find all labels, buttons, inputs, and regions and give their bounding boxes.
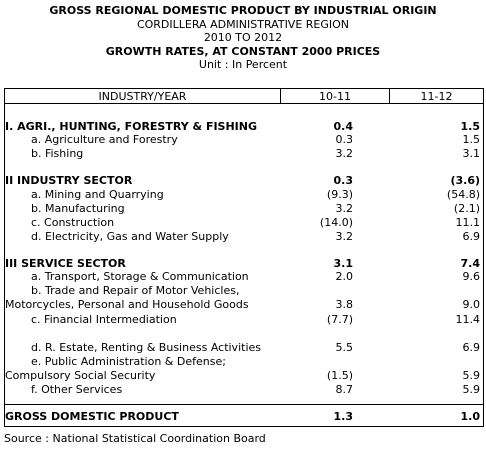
header-10-11: 10-11 — [319, 90, 351, 103]
value-11-12: (54.8) — [446, 188, 480, 201]
growth-rates-table: INDUSTRY/YEAR 10-11 11-12 I. AGRI., HUNT… — [4, 88, 484, 427]
unit-label: Unit : In Percent — [198, 58, 288, 71]
report-subtitle: GROWTH RATES, AT CONSTANT 2000 PRICES — [105, 44, 381, 58]
table-row: a. Agriculture and Forestry 0.3 1.5 — [5, 133, 483, 147]
table-row: c. Financial Intermediation (7.7) 11.4 — [5, 313, 483, 327]
table-row: b. Fishing 3.2 3.1 — [5, 147, 483, 161]
year-range: 2010 TO 2012 — [203, 31, 283, 44]
value-11-12: (2.1) — [453, 202, 480, 215]
table-row: d. Electricity, Gas and Water Supply 3.2… — [5, 230, 483, 244]
value-10-11: (14.0) — [319, 216, 353, 229]
table-row: II INDUSTRY SECTOR 0.3 (3.6) — [5, 174, 483, 188]
value-11-12: 11.1 — [455, 216, 481, 229]
value-10-11: 3.1 — [333, 257, 354, 270]
value-11-12: 1.0 — [460, 410, 481, 423]
value-11-12: 6.9 — [462, 230, 481, 243]
table-row: b. Trade and Repair of Motor Vehicles, — [5, 284, 483, 298]
value-11-12: 6.9 — [462, 341, 481, 354]
report-title: GROSS REGIONAL DOMESTIC PRODUCT BY INDUS… — [49, 4, 437, 17]
report-titles: GROSS REGIONAL DOMESTIC PRODUCT BY INDUS… — [0, 4, 486, 72]
row-label: Motorcycles, Personal and Household Good… — [5, 298, 249, 311]
value-11-12: 11.4 — [455, 313, 481, 326]
header-11-12: 11-12 — [420, 90, 453, 103]
header-industry-year: INDUSTRY/YEAR — [98, 90, 187, 103]
table-row: I. AGRI., HUNTING, FORESTRY & FISHING 0.… — [5, 120, 483, 134]
value-10-11: 3.2 — [335, 230, 354, 243]
table-row: c. Construction (14.0) 11.1 — [5, 216, 483, 230]
table-row: Motorcycles, Personal and Household Good… — [5, 298, 483, 312]
value-11-12: 9.0 — [462, 298, 481, 311]
value-10-11: 0.4 — [333, 120, 354, 133]
value-11-12: (3.6) — [450, 174, 480, 187]
row-label: b. Trade and Repair of Motor Vehicles, — [31, 284, 240, 297]
value-11-12: 1.5 — [462, 133, 481, 146]
row-label: II INDUSTRY SECTOR — [5, 174, 133, 187]
value-10-11: (1.5) — [326, 369, 353, 382]
table-row: b. Manufacturing 3.2 (2.1) — [5, 202, 483, 216]
header-divider — [389, 89, 390, 103]
table-row: GROSS DOMESTIC PRODUCT 1.3 1.0 — [5, 410, 483, 424]
value-10-11: 3.2 — [335, 202, 354, 215]
value-10-11: 3.2 — [335, 147, 354, 160]
row-label: c. Financial Intermediation — [31, 313, 177, 326]
row-label: GROSS DOMESTIC PRODUCT — [5, 410, 179, 423]
value-10-11: 5.5 — [335, 341, 354, 354]
value-11-12: 5.9 — [462, 369, 481, 382]
value-10-11: 1.3 — [333, 410, 354, 423]
value-10-11: 8.7 — [335, 383, 354, 396]
value-11-12: 1.5 — [460, 120, 481, 133]
table-row: III SERVICE SECTOR 3.1 7.4 — [5, 257, 483, 271]
row-label: d. R. Estate, Renting & Business Activit… — [31, 341, 261, 354]
value-11-12: 5.9 — [462, 383, 481, 396]
table-row: d. R. Estate, Renting & Business Activit… — [5, 341, 483, 355]
row-label: d. Electricity, Gas and Water Supply — [31, 230, 229, 243]
row-label: f. Other Services — [31, 383, 123, 396]
row-label: III SERVICE SECTOR — [5, 257, 126, 270]
row-label: a. Mining and Quarrying — [31, 188, 164, 201]
row-label: I. AGRI., HUNTING, FORESTRY & FISHING — [5, 120, 258, 133]
value-11-12: 3.1 — [462, 147, 481, 160]
row-label: e. Public Administration & Defense; — [31, 355, 226, 368]
table-row: f. Other Services 8.7 5.9 — [5, 383, 483, 397]
header-divider — [280, 89, 281, 103]
table-row: e. Public Administration & Defense; — [5, 355, 483, 369]
table-header: INDUSTRY/YEAR 10-11 11-12 — [5, 89, 483, 104]
row-label: b. Manufacturing — [31, 202, 125, 215]
table-row: a. Transport, Storage & Communication 2.… — [5, 270, 483, 284]
row-label: Compulsory Social Security — [5, 369, 156, 382]
value-10-11: 0.3 — [333, 174, 354, 187]
value-10-11: (7.7) — [326, 313, 353, 326]
value-10-11: 2.0 — [335, 270, 354, 283]
value-11-12: 9.6 — [462, 270, 481, 283]
row-label: a. Agriculture and Forestry — [31, 133, 178, 146]
source-note: Source : National Statistical Coordinati… — [4, 432, 266, 445]
divider — [5, 404, 483, 405]
region-name: CORDILLERA ADMINISTRATIVE REGION — [136, 17, 350, 31]
table-row: Compulsory Social Security (1.5) 5.9 — [5, 369, 483, 383]
value-10-11: 0.3 — [335, 133, 354, 146]
value-10-11: 3.8 — [335, 298, 354, 311]
value-11-12: 7.4 — [460, 257, 481, 270]
row-label: a. Transport, Storage & Communication — [31, 270, 249, 283]
value-10-11: (9.3) — [326, 188, 353, 201]
table-row: a. Mining and Quarrying (9.3) (54.8) — [5, 188, 483, 202]
row-label: b. Fishing — [31, 147, 84, 160]
row-label: c. Construction — [31, 216, 115, 229]
